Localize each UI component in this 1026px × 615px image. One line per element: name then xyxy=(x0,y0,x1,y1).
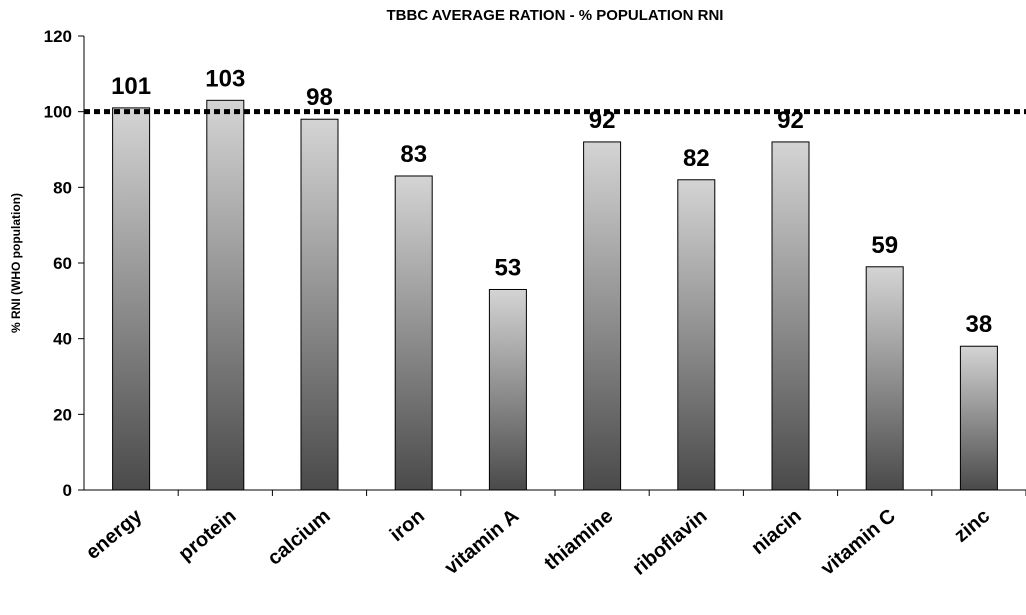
x-tick-label: riboflavin xyxy=(628,505,711,580)
data-label: 92 xyxy=(589,107,616,134)
chart-title: TBBC AVERAGE RATION - % POPULATION RNI xyxy=(387,7,724,24)
y-tick-label: 0 xyxy=(63,481,72,500)
data-label: 59 xyxy=(871,232,898,259)
data-label: 53 xyxy=(495,254,522,281)
bar xyxy=(865,266,904,491)
data-label: 38 xyxy=(966,311,993,338)
data-label: 103 xyxy=(205,65,245,92)
y-tick-label: 60 xyxy=(53,254,72,273)
data-label: 98 xyxy=(306,84,333,111)
y-tick-label: 40 xyxy=(53,330,72,349)
bar xyxy=(394,175,433,491)
data-label: 82 xyxy=(683,145,710,172)
bar xyxy=(677,179,716,491)
x-tick-label: thiamine xyxy=(540,505,617,575)
x-tick-label: vitamin A xyxy=(441,505,524,579)
x-tick-label: calcium xyxy=(264,505,335,570)
data-label: 101 xyxy=(111,73,151,100)
x-tick-label: iron xyxy=(386,505,429,546)
bar xyxy=(959,345,998,491)
bar xyxy=(206,99,245,491)
y-tick-label: 120 xyxy=(44,27,72,46)
bar xyxy=(488,288,527,491)
y-tick-label: 100 xyxy=(44,103,72,122)
bar xyxy=(771,141,810,491)
x-tick-label: energy xyxy=(82,504,147,564)
y-tick-label: 20 xyxy=(53,405,72,424)
bar xyxy=(583,141,622,491)
x-tick-label: zinc xyxy=(950,505,994,547)
bar xyxy=(112,107,151,491)
bar xyxy=(300,118,339,491)
x-tick-label: protein xyxy=(174,505,240,565)
x-tick-label: vitamin C xyxy=(817,505,900,580)
y-tick-label: 80 xyxy=(53,178,72,197)
x-tick-label: niacin xyxy=(747,505,805,559)
data-label: 83 xyxy=(400,141,427,168)
y-axis-label: % RNI (WHO population) xyxy=(9,193,23,333)
